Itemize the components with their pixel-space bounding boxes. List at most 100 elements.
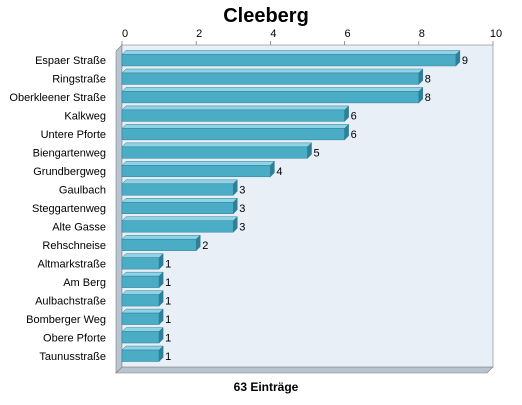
category-label: Taunusstraße: [39, 351, 106, 363]
bar: [121, 202, 234, 214]
bar: [121, 109, 345, 122]
data-label: 1: [165, 314, 171, 326]
bar-end-face: [158, 308, 164, 326]
data-label: 9: [462, 55, 468, 67]
bar-end-face: [418, 68, 424, 86]
category-label: Obere Pforte: [43, 332, 106, 344]
bar-top-face: [121, 234, 201, 240]
bar: [121, 275, 160, 288]
bar: [121, 349, 160, 362]
bar-top-face: [121, 105, 350, 111]
category-label: Kalkweg: [64, 111, 106, 123]
bar-end-face: [158, 271, 164, 289]
data-label: 3: [239, 221, 245, 233]
x-axis-ticks: 0 2 4 6 8 10: [121, 28, 502, 45]
category-label: Aulbachstraße: [35, 295, 106, 307]
bar-end-face: [418, 86, 424, 104]
bar-end-face: [195, 234, 201, 252]
data-label: 1: [165, 277, 171, 289]
category-label: Gaulbach: [59, 185, 106, 197]
bar-group: Aulbachstraße 1: [35, 290, 171, 307]
bar: [121, 257, 160, 270]
bar-group: Bomberger Weg 1: [26, 308, 171, 326]
bar-end-face: [158, 326, 164, 344]
data-label: 5: [314, 148, 320, 160]
bar-group: Kalkweg 6: [64, 105, 357, 123]
bar-group: Gaulbach 3: [59, 179, 245, 197]
category-label: Am Berg: [63, 277, 106, 289]
category-label: Biengartenweg: [33, 148, 106, 160]
data-label: 6: [351, 129, 357, 141]
bar-group: Altmarkstraße 1: [38, 253, 171, 270]
bar-top-face: [121, 216, 238, 221]
category-label: Altmarkstraße: [38, 258, 106, 270]
bar: [121, 183, 234, 196]
bar-group: Espaer Straße 9: [35, 49, 468, 67]
category-label: Bomberger Weg: [26, 314, 106, 326]
bar-end-face: [270, 160, 275, 178]
bar-top-face: [121, 271, 164, 277]
bar-group: Biengartenweg 5: [33, 142, 320, 160]
bar: [121, 146, 308, 159]
data-label: 1: [165, 258, 171, 270]
x-tick-label: 10: [490, 28, 502, 40]
bar: [121, 91, 420, 104]
category-label: Rehschneise: [42, 240, 106, 252]
category-label: Untere Pforte: [41, 129, 106, 141]
bar: [121, 220, 234, 233]
data-label: 8: [425, 74, 431, 86]
bar-top-face: [121, 253, 164, 258]
x-tick-label: 2: [196, 28, 202, 40]
bar-end-face: [158, 290, 164, 307]
data-label: 3: [239, 203, 245, 215]
bar: [121, 312, 160, 325]
category-label: Alte Gasse: [52, 221, 106, 233]
bar-group: Oberkleener Straße 8: [9, 86, 431, 104]
x-tick-label: 4: [270, 28, 276, 40]
bar: [121, 165, 271, 178]
data-label: 3: [239, 185, 245, 197]
bar-top-face: [121, 68, 424, 74]
bar-group: Alte Gasse 3: [52, 216, 245, 233]
category-label: Steggartenweg: [32, 203, 106, 215]
data-label: 2: [202, 240, 208, 252]
data-label: 1: [165, 295, 171, 307]
data-label: 1: [165, 332, 171, 344]
bar-top-face: [121, 50, 461, 55]
bar-top-face: [121, 161, 276, 166]
x-tick-label: 8: [419, 28, 425, 40]
bar: [121, 294, 160, 307]
data-label: 8: [425, 92, 431, 104]
category-label: Ringstraße: [52, 74, 106, 86]
bar-top-face: [121, 327, 164, 332]
bar-top-face: [121, 87, 424, 92]
category-label: Grundbergweg: [33, 166, 106, 178]
bar-group: Obere Pforte 1: [43, 326, 171, 344]
bar-top-face: [121, 290, 164, 295]
category-label: Espaer Straße: [35, 55, 106, 67]
bar-group: Taunusstraße 1: [39, 345, 171, 363]
bar-top-face: [121, 345, 164, 351]
bar-end-face: [344, 123, 349, 141]
bar-group: Steggartenweg 3: [32, 197, 245, 215]
bar-top-face: [121, 124, 350, 129]
bar-end-face: [307, 142, 312, 159]
chart-title: Cleeberg: [223, 5, 309, 27]
bar-end-face: [233, 216, 238, 233]
plot-side-wall: [115, 44, 123, 374]
bar-top-face: [121, 179, 238, 185]
x-tick-label: 0: [122, 28, 128, 40]
bar: [121, 72, 420, 85]
x-axis-label: 63 Einträge: [234, 380, 299, 394]
bar-top-face: [121, 198, 238, 203]
category-label: Oberkleener Straße: [9, 92, 106, 104]
bar-end-face: [233, 179, 238, 196]
bar-end-face: [344, 105, 349, 122]
bar-group: Grundbergweg 4: [33, 160, 283, 178]
bar: [121, 128, 345, 141]
data-label: 6: [351, 111, 357, 123]
bar-top-face: [121, 142, 313, 148]
bar-end-face: [158, 345, 164, 363]
